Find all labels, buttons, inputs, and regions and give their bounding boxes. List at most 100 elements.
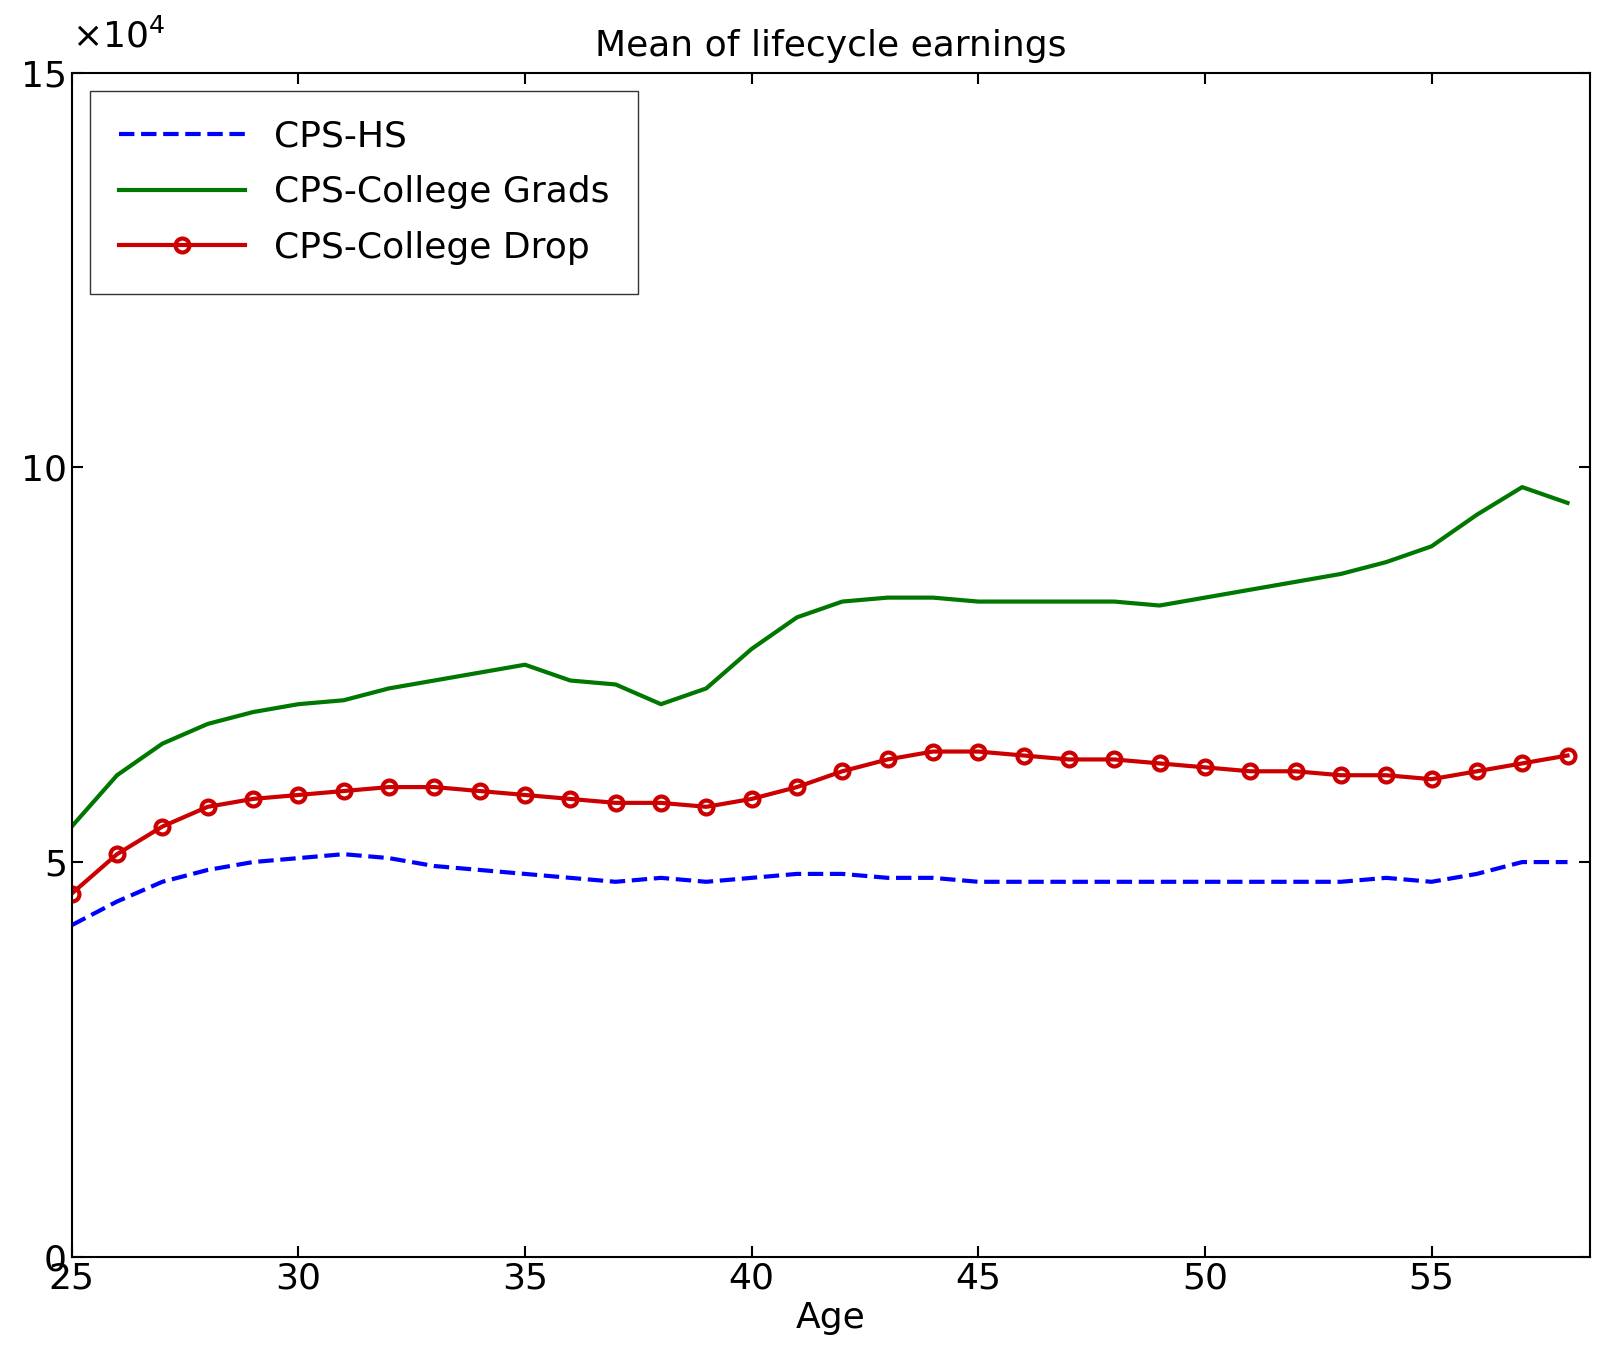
CPS-HS (788, 865, 807, 881)
CPS-College Grads (1286, 574, 1305, 590)
CPS-College Grads (1423, 538, 1442, 555)
CPS-HS (1195, 873, 1215, 890)
CPS-College Grads (1060, 594, 1079, 610)
CPS-College Grads (968, 594, 988, 610)
CPS-HS (153, 873, 172, 890)
CPS-College Drop (651, 795, 670, 811)
CPS-HS (1513, 854, 1532, 871)
CPS-HS (651, 869, 670, 885)
X-axis label: Age: Age (796, 1302, 865, 1336)
CPS-HS (63, 917, 82, 933)
CPS-HS (1240, 873, 1260, 890)
CPS-HS (968, 873, 988, 890)
CPS-HS (878, 869, 897, 885)
CPS-College Grads (379, 681, 398, 697)
CPS-HS (696, 873, 715, 890)
CPS-College Grads (425, 673, 445, 689)
CPS-College Drop (1150, 755, 1170, 772)
CPS-College Drop (833, 763, 852, 780)
CPS-College Drop (425, 778, 445, 795)
CPS-College Drop (696, 799, 715, 815)
CPS-College Grads (1513, 479, 1532, 495)
CPS-College Drop (243, 791, 263, 807)
CPS-College Drop (63, 885, 82, 902)
CPS-College Drop (788, 778, 807, 795)
CPS-College Drop (1286, 763, 1305, 780)
CPS-College Drop (1423, 772, 1442, 788)
CPS-College Drop (288, 786, 308, 803)
CPS-College Drop (1513, 755, 1532, 772)
CPS-HS (425, 858, 445, 875)
CPS-College Drop (333, 782, 353, 799)
CPS-HS (1013, 873, 1033, 890)
CPS-HS (1105, 873, 1124, 890)
CPS-College Grads (1240, 582, 1260, 598)
CPS-College Drop (878, 751, 897, 767)
Line: CPS-College Drop: CPS-College Drop (64, 744, 1574, 900)
CPS-College Drop (516, 786, 535, 803)
CPS-College Grads (1150, 598, 1170, 614)
CPS-College Drop (1013, 747, 1033, 763)
CPS-HS (1286, 873, 1305, 890)
CPS-College Grads (1558, 495, 1577, 511)
CPS-HS (833, 865, 852, 881)
CPS-HS (606, 873, 625, 890)
Line: CPS-HS: CPS-HS (72, 854, 1568, 925)
CPS-College Grads (606, 677, 625, 693)
CPS-College Drop (153, 819, 172, 835)
CPS-College Grads (743, 641, 762, 658)
CPS-College Grads (108, 767, 127, 784)
CPS-College Grads (1331, 565, 1350, 582)
CPS-HS (288, 850, 308, 866)
CPS-HS (333, 846, 353, 862)
CPS-College Drop (108, 846, 127, 862)
CPS-HS (1558, 854, 1577, 871)
CPS-College Grads (1013, 594, 1033, 610)
CPS-College Grads (923, 590, 942, 606)
CPS-HS (108, 894, 127, 910)
CPS-College Drop (1060, 751, 1079, 767)
CPS-College Drop (561, 791, 580, 807)
CPS-College Grads (470, 664, 490, 681)
CPS-College Grads (878, 590, 897, 606)
CPS-College Grads (1195, 590, 1215, 606)
Title: Mean of lifecycle earnings: Mean of lifecycle earnings (594, 28, 1066, 62)
CPS-HS (743, 869, 762, 885)
CPS-College Drop (1331, 767, 1350, 784)
CPS-College Grads (833, 594, 852, 610)
CPS-College Drop (1558, 747, 1577, 763)
CPS-College Drop (1468, 763, 1487, 780)
CPS-College Drop (606, 795, 625, 811)
CPS-HS (243, 854, 263, 871)
Legend: CPS-HS, CPS-College Grads, CPS-College Drop: CPS-HS, CPS-College Grads, CPS-College D… (90, 91, 638, 294)
CPS-College Grads (516, 656, 535, 673)
CPS-College Grads (288, 696, 308, 712)
CPS-HS (470, 862, 490, 879)
CPS-College Grads (333, 692, 353, 708)
CPS-HS (379, 850, 398, 866)
CPS-HS (1468, 865, 1487, 881)
CPS-HS (198, 862, 217, 879)
CPS-HS (516, 865, 535, 881)
CPS-College Grads (651, 696, 670, 712)
CPS-College Grads (63, 819, 82, 835)
CPS-College Grads (1105, 594, 1124, 610)
CPS-HS (1331, 873, 1350, 890)
CPS-College Grads (696, 681, 715, 697)
CPS-College Drop (1105, 751, 1124, 767)
Line: CPS-College Grads: CPS-College Grads (72, 487, 1568, 827)
CPS-College Drop (923, 743, 942, 759)
CPS-College Drop (470, 782, 490, 799)
CPS-HS (561, 869, 580, 885)
CPS-HS (1376, 869, 1395, 885)
CPS-HS (923, 869, 942, 885)
CPS-College Drop (1376, 767, 1395, 784)
CPS-College Grads (788, 609, 807, 625)
CPS-HS (1423, 873, 1442, 890)
CPS-College Grads (153, 735, 172, 751)
CPS-College Grads (243, 704, 263, 720)
CPS-HS (1060, 873, 1079, 890)
CPS-College Grads (1376, 555, 1395, 571)
CPS-College Drop (743, 791, 762, 807)
CPS-College Drop (1240, 763, 1260, 780)
